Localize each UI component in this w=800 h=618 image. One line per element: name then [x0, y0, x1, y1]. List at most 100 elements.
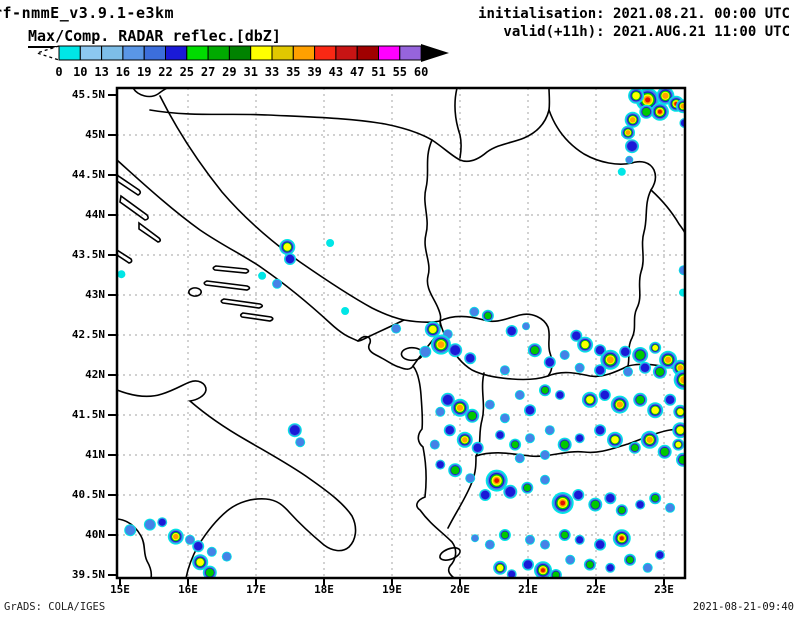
border-serbia-romania	[548, 109, 685, 234]
radar-cell	[624, 111, 641, 128]
radar-cell-ring	[560, 350, 569, 360]
radar-cell	[632, 347, 649, 363]
radar-cell	[594, 538, 607, 551]
radar-cell-ring	[545, 358, 554, 367]
lat-tick-label: 45N	[85, 128, 105, 141]
radar-cell	[287, 423, 302, 438]
radar-cell	[549, 569, 562, 578]
radar-cell	[192, 554, 209, 571]
colorbar-tick-label: 47	[350, 65, 364, 79]
radar-cell-ring	[676, 426, 684, 434]
lat-tick-label: 42.5N	[71, 328, 105, 341]
colorbar	[58, 45, 422, 61]
radar-cell	[192, 540, 205, 553]
island-kvarner-1	[117, 174, 142, 196]
radar-cell-ring	[677, 365, 683, 371]
colorbar-segment	[186, 45, 209, 61]
radar-cell-ring	[591, 500, 600, 509]
radar-cell	[185, 534, 195, 545]
radar-cell	[676, 99, 685, 114]
island-korcula	[220, 298, 264, 309]
radar-cell-ring	[600, 390, 609, 400]
radar-cell	[157, 517, 168, 528]
radar-cell	[639, 361, 651, 374]
radar-cell	[633, 392, 648, 407]
colorbar-segment	[207, 45, 230, 61]
colorbar-tick-label: 55	[393, 65, 407, 79]
radar-cell-ring	[525, 434, 535, 443]
radar-cell-ring	[657, 109, 662, 114]
colorbar-segment	[399, 45, 422, 61]
radar-cell-ring	[283, 243, 291, 251]
radar-cell-ring	[560, 440, 569, 449]
radar-cell-ring	[481, 490, 490, 500]
radar-cell-ring	[636, 395, 645, 404]
radar-cell	[654, 550, 665, 560]
radar-cell-ring	[619, 536, 624, 541]
radar-cell-ring	[635, 350, 645, 360]
colorbar-tick-labels: 0 10 13 16 19 22 25 27 29 31 33 35 39 43 47 51 55 60	[55, 65, 428, 79]
radar-cell	[625, 139, 639, 154]
radar-cell	[581, 391, 598, 408]
radar-cell-ring	[625, 130, 631, 136]
radar-cell-ring	[595, 346, 605, 355]
radar-cell-ring	[665, 395, 675, 404]
radar-cell	[640, 430, 659, 449]
radar-cell-ring	[581, 340, 589, 349]
colorbar-tick-label: 22	[158, 65, 172, 79]
radar-cell	[639, 104, 654, 119]
radar-cell-ring	[572, 331, 581, 340]
radar-cell	[676, 452, 685, 467]
radar-cell	[167, 528, 184, 545]
island-mljet	[239, 312, 274, 322]
map-gridlines	[117, 88, 685, 578]
colorbar-segment	[143, 45, 166, 61]
radar-cell	[443, 424, 456, 437]
radar-cell	[471, 441, 484, 454]
radar-cell-ring	[660, 447, 669, 456]
radar-cell	[672, 438, 685, 451]
radar-cell	[465, 473, 476, 484]
radar-cell	[673, 369, 685, 390]
radar-cell	[577, 336, 594, 353]
radar-cell-ring	[617, 167, 626, 176]
grads-credit: GrADS: COLA/IGES	[4, 601, 106, 613]
radar-cell-ring	[430, 440, 439, 449]
radar-cell-ring	[651, 494, 659, 502]
radar-cell	[617, 167, 626, 176]
radar-cell-ring	[625, 156, 633, 164]
radar-cell-ring	[655, 367, 665, 376]
colorbar-segment	[378, 45, 401, 61]
lat-tick-label: 41N	[85, 448, 105, 461]
radar-cell	[679, 288, 685, 297]
island-corfu	[439, 547, 461, 561]
island-vis	[188, 287, 202, 297]
radar-cell	[607, 431, 623, 448]
radar-cell-ring	[420, 346, 431, 357]
radar-cell	[124, 524, 137, 537]
radar-cell-ring	[678, 455, 685, 464]
lat-tick-label: 43N	[85, 288, 105, 301]
radar-cell-ring	[525, 406, 535, 415]
radar-cell-ring	[656, 551, 664, 559]
radar-cell-ring	[468, 411, 477, 420]
radar-cell	[279, 239, 296, 255]
radar-cell	[657, 444, 672, 459]
radar-cell-ring	[272, 279, 282, 288]
radar-cell-ring	[445, 426, 454, 435]
radar-cell	[498, 529, 511, 541]
radar-cell	[495, 430, 506, 440]
radar-cell	[464, 352, 477, 365]
radar-cell	[522, 322, 530, 331]
radar-cell-ring	[436, 461, 444, 469]
radar-cell	[506, 569, 517, 578]
radar-cell	[594, 364, 607, 377]
radar-cell-ring	[665, 356, 672, 363]
lake-skadar	[400, 346, 424, 362]
radar-cell-ring	[675, 441, 682, 448]
colorbar-segment	[335, 45, 358, 61]
radar-cell-ring	[523, 560, 533, 569]
radar-cell	[624, 553, 636, 566]
radar-cell-ring	[643, 563, 652, 572]
radar-cell-ring	[144, 519, 155, 530]
